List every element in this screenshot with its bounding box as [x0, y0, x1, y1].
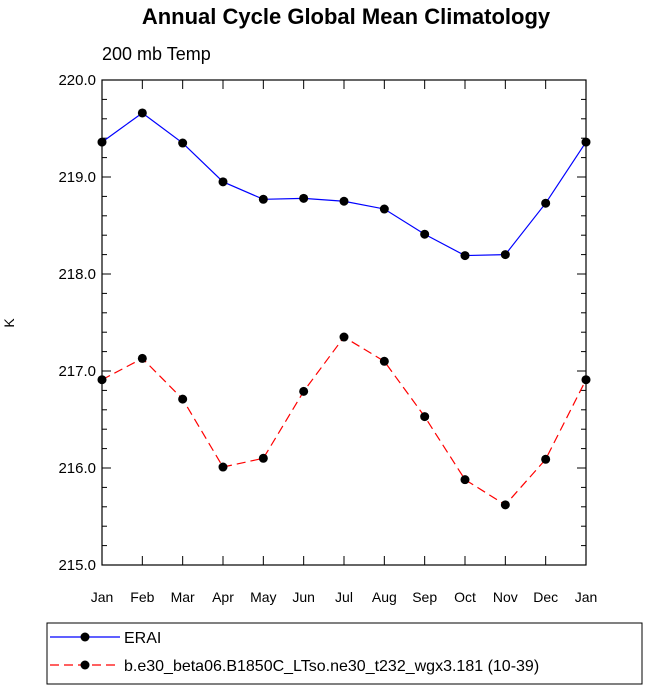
series-1-point: [299, 386, 309, 396]
series-1-point: [541, 454, 551, 464]
y-tick-label: 216.0: [58, 460, 96, 477]
y-tick-label: 217.0: [58, 363, 96, 380]
y-tick-label: 218.0: [58, 266, 96, 283]
series-0-point: [339, 196, 349, 206]
series-0-point: [218, 177, 228, 187]
x-tick-label: Feb: [130, 589, 154, 605]
y-tick-label: 220.0: [58, 72, 96, 89]
axis-ticks: [101, 79, 587, 566]
y-axis-title: K: [1, 318, 17, 328]
y-tick-labels: 215.0 216.0 217.0 218.0 219.0 220.0: [58, 72, 96, 574]
x-tick-label: May: [250, 589, 276, 605]
x-tick-label: Jul: [335, 589, 353, 605]
chart-title: Annual Cycle Global Mean Climatology: [142, 4, 551, 29]
series-0-point: [460, 251, 470, 261]
series-line-1: [101, 336, 587, 506]
series-1-point: [339, 332, 349, 342]
series-0-point: [299, 193, 309, 203]
legend-label-erai: ERAI: [124, 630, 161, 647]
series-0-point: [137, 108, 147, 118]
legend-marker-model: [80, 660, 90, 670]
x-tick-label: Jun: [292, 589, 315, 605]
series-0-point: [379, 204, 389, 214]
series-1-point: [258, 453, 268, 463]
x-tick-label: Jan: [575, 589, 598, 605]
x-tick-label: Dec: [533, 589, 558, 605]
legend-box: [46, 622, 643, 685]
series-0-point: [541, 198, 551, 208]
series-1-point: [420, 412, 430, 422]
legend-label-model: b.e30_beta06.B1850C_LTso.ne30_t232_wgx3.…: [124, 658, 539, 675]
x-tick-label: Oct: [454, 589, 476, 605]
series-0-point: [178, 138, 188, 148]
legend-marker-erai: [80, 632, 90, 642]
series-1-point: [137, 353, 147, 363]
series-0-point: [258, 194, 268, 204]
series-layer: [97, 108, 591, 510]
x-tick-labels: Jan Feb Mar Apr May Jun Jul Aug Sep Oct Nov Dec Jan: [91, 589, 598, 605]
series-line-0: [101, 112, 587, 257]
legend: ERAI b.e30_beta06.B1850C_LTso.ne30_t232_…: [46, 622, 643, 685]
series-1-point: [178, 394, 188, 404]
series-0-point: [420, 229, 430, 239]
series-1-point: [379, 356, 389, 366]
x-tick-label: Nov: [493, 589, 518, 605]
plot-frame: [101, 79, 587, 566]
series-0-point: [500, 250, 510, 260]
x-tick-label: Jan: [91, 589, 114, 605]
series-1-point: [500, 500, 510, 510]
series-1-point: [460, 475, 470, 485]
chart-subtitle: 200 mb Temp: [102, 44, 211, 64]
x-tick-label: Apr: [212, 589, 234, 605]
series-1-point: [218, 462, 228, 472]
x-tick-label: Mar: [171, 589, 195, 605]
x-tick-label: Aug: [372, 589, 397, 605]
x-tick-label: Sep: [412, 589, 437, 605]
y-tick-label: 219.0: [58, 169, 96, 186]
y-tick-label: 215.0: [58, 557, 96, 574]
